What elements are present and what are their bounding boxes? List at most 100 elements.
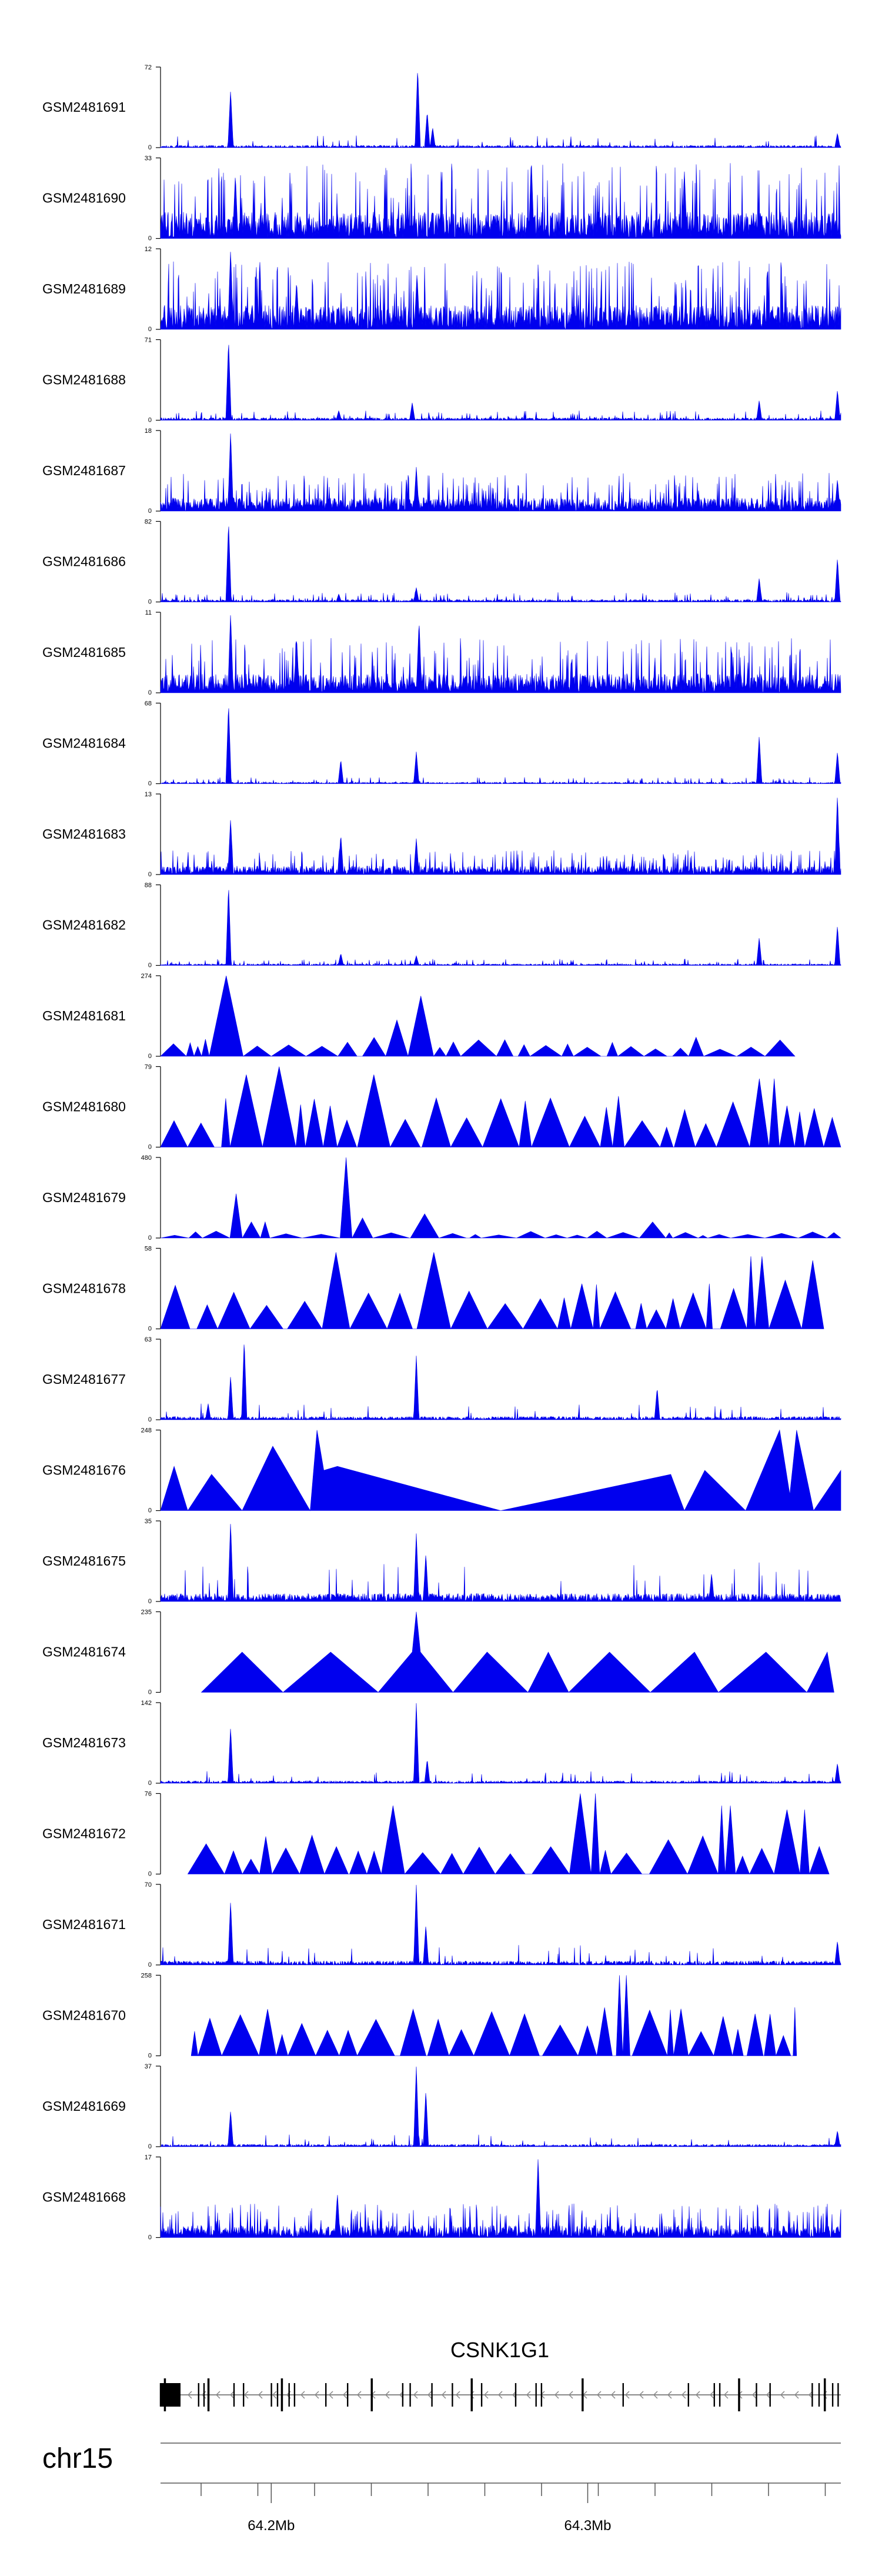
strand-arrow bbox=[272, 2391, 277, 2399]
signal-tracks: GSM2481691720GSM2481690330GSM2481689120G… bbox=[42, 64, 841, 2241]
signal-area bbox=[191, 1975, 797, 2057]
y-min-label: 0 bbox=[148, 1598, 152, 1605]
y-max-label: 76 bbox=[145, 1791, 152, 1798]
track-label: GSM2481682 bbox=[42, 917, 126, 933]
exon bbox=[402, 2383, 404, 2407]
y-min-label: 0 bbox=[148, 326, 152, 333]
strand-arrow bbox=[455, 2391, 460, 2399]
strand-arrow bbox=[723, 2391, 729, 2399]
exon bbox=[535, 2383, 537, 2407]
y-max-label: 35 bbox=[145, 1518, 152, 1525]
track-GSM2481688: GSM2481688 71 0 bbox=[42, 337, 841, 424]
strand-arrow bbox=[554, 2391, 559, 2399]
y-max-label: 58 bbox=[145, 1246, 152, 1253]
track-GSM2481668: GSM2481668 17 0 bbox=[42, 2154, 841, 2241]
track-GSM2481676: GSM2481676 248 0 bbox=[42, 1427, 841, 1514]
track-label: GSM2481675 bbox=[42, 1553, 126, 1569]
track-GSM2481669: GSM2481669 37 0 bbox=[42, 2063, 841, 2150]
strand-arrow bbox=[667, 2391, 672, 2399]
track-GSM2481684: GSM2481684 68 0 bbox=[42, 700, 841, 788]
strand-arrow bbox=[229, 2391, 235, 2399]
y-min-label: 0 bbox=[148, 871, 152, 878]
strand-arrow bbox=[258, 2391, 263, 2399]
track-GSM2481679: GSM2481679 480 0 bbox=[42, 1154, 841, 1242]
exon bbox=[243, 2383, 245, 2407]
strand-arrow bbox=[187, 2391, 192, 2399]
exon bbox=[370, 2378, 373, 2411]
strand-arrow bbox=[526, 2391, 531, 2399]
strand-arrow bbox=[596, 2391, 602, 2399]
strand-arrow bbox=[497, 2391, 503, 2399]
y-min-label: 0 bbox=[148, 599, 152, 606]
strand-arrow bbox=[681, 2391, 686, 2399]
signal-area bbox=[160, 163, 841, 239]
signal-area bbox=[160, 1884, 841, 1966]
track-GSM2481689: GSM2481689 12 0 bbox=[42, 246, 841, 333]
y-max-label: 18 bbox=[145, 428, 152, 435]
strand-arrow bbox=[300, 2391, 305, 2399]
y-min-label: 0 bbox=[148, 1507, 152, 1514]
signal-area bbox=[160, 1252, 824, 1330]
y-min-label: 0 bbox=[148, 1053, 152, 1060]
exon bbox=[233, 2383, 235, 2407]
strand-arrow bbox=[427, 2391, 432, 2399]
y-max-label: 33 bbox=[145, 155, 152, 162]
signal-area bbox=[160, 798, 841, 876]
gene-utr-block bbox=[161, 2383, 181, 2407]
exon bbox=[470, 2378, 473, 2411]
track-label: GSM2481680 bbox=[42, 1099, 126, 1115]
y-min-label: 0 bbox=[148, 144, 152, 151]
gene-name: CSNK1G1 bbox=[450, 2338, 549, 2362]
exon bbox=[818, 2383, 820, 2407]
y-min-label: 0 bbox=[148, 1416, 152, 1423]
y-max-label: 258 bbox=[141, 1973, 152, 1980]
chromosome-name: chr15 bbox=[42, 2443, 113, 2474]
signal-area bbox=[160, 1524, 841, 1603]
y-max-label: 70 bbox=[145, 1881, 152, 1888]
y-max-label: 11 bbox=[145, 609, 152, 616]
track-label: GSM2481669 bbox=[42, 2098, 126, 2114]
strand-arrow bbox=[709, 2391, 714, 2399]
exon bbox=[198, 2383, 199, 2407]
y-min-label: 0 bbox=[148, 417, 152, 424]
signal-area bbox=[160, 975, 796, 1057]
signal-area bbox=[160, 1703, 841, 1784]
track-label: GSM2481684 bbox=[42, 736, 126, 751]
strand-arrow bbox=[385, 2391, 390, 2399]
exon bbox=[207, 2378, 210, 2411]
signal-area bbox=[160, 615, 841, 693]
strand-arrow bbox=[751, 2391, 757, 2399]
exon bbox=[687, 2383, 689, 2407]
y-min-label: 0 bbox=[148, 508, 152, 515]
track-label: GSM2481685 bbox=[42, 645, 126, 660]
exon bbox=[831, 2383, 834, 2407]
strand-arrow bbox=[483, 2391, 489, 2399]
track-label: GSM2481688 bbox=[42, 372, 126, 388]
exon bbox=[203, 2383, 205, 2407]
signal-area bbox=[160, 708, 841, 785]
signal-area bbox=[160, 526, 841, 603]
track-label: GSM2481679 bbox=[42, 1190, 126, 1205]
gene-track: CSNK1G1 bbox=[159, 2338, 841, 2411]
y-min-label: 0 bbox=[148, 780, 152, 788]
y-min-label: 0 bbox=[148, 1961, 152, 1968]
track-GSM2481690: GSM2481690 33 0 bbox=[42, 155, 841, 242]
y-max-label: 142 bbox=[141, 1700, 152, 1707]
exon bbox=[540, 2383, 543, 2407]
y-max-label: 274 bbox=[141, 973, 152, 980]
exon bbox=[769, 2383, 771, 2407]
signal-area bbox=[160, 1429, 841, 1511]
track-GSM2481683: GSM2481683 13 0 bbox=[42, 791, 841, 878]
track-label: GSM2481671 bbox=[42, 1917, 126, 1932]
strand-arrow bbox=[624, 2391, 630, 2399]
track-GSM2481673: GSM2481673 142 0 bbox=[42, 1700, 841, 1787]
y-max-label: 63 bbox=[145, 1336, 152, 1343]
exon bbox=[713, 2383, 715, 2407]
genome-axis-ticks: 64.2Mb 64.3Mb bbox=[201, 2483, 826, 2534]
exon bbox=[409, 2383, 411, 2407]
exon bbox=[288, 2383, 290, 2407]
strand-arrow bbox=[639, 2391, 644, 2399]
y-max-label: 82 bbox=[145, 519, 152, 526]
exon bbox=[824, 2378, 826, 2411]
track-label: GSM2481683 bbox=[42, 826, 126, 842]
